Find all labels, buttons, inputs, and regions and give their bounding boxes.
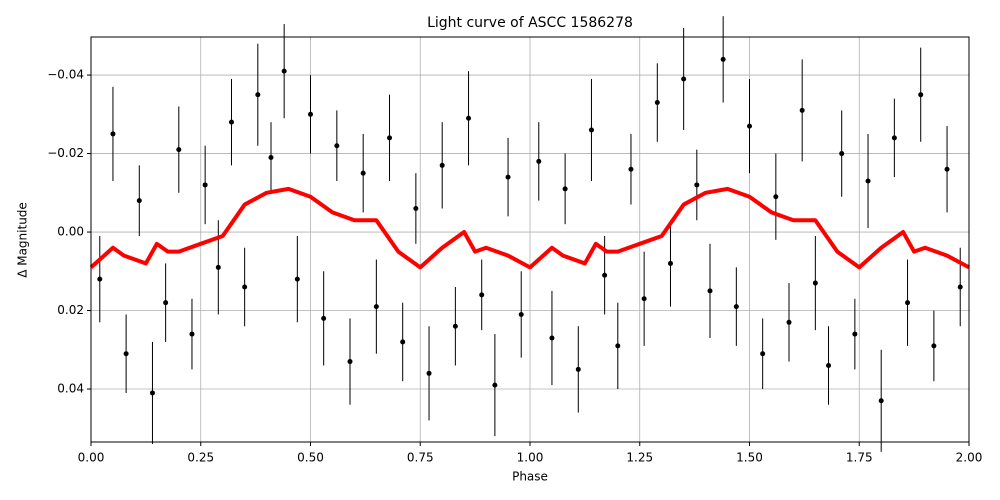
- data-point: [505, 174, 511, 180]
- data-point: [268, 154, 274, 160]
- data-point: [536, 158, 542, 164]
- data-point: [255, 92, 261, 98]
- x-tick-label: 0.75: [407, 451, 434, 465]
- data-point: [360, 170, 366, 176]
- plot-area: [89, 16, 970, 452]
- x-tick-label: 0.50: [297, 451, 324, 465]
- data-point: [773, 194, 779, 200]
- data-point: [136, 198, 142, 204]
- data-point: [588, 127, 594, 133]
- data-point: [176, 147, 182, 153]
- data-point: [149, 390, 155, 396]
- data-point: [720, 56, 726, 62]
- data-point: [294, 276, 300, 282]
- data-point: [733, 304, 739, 310]
- y-tick-label: 0.04: [57, 382, 84, 396]
- data-point: [641, 296, 647, 302]
- data-point: [891, 135, 897, 141]
- data-point: [615, 343, 621, 349]
- data-point: [479, 292, 485, 298]
- data-point: [812, 280, 818, 286]
- data-point: [549, 335, 555, 341]
- data-point: [826, 362, 832, 368]
- data-point: [387, 135, 393, 141]
- data-point: [562, 186, 568, 192]
- x-tick-label: 2.00: [956, 451, 983, 465]
- y-tick-label: 0.02: [57, 303, 84, 317]
- data-point: [707, 288, 713, 294]
- data-point: [492, 382, 498, 388]
- data-point: [905, 300, 911, 306]
- data-point: [852, 331, 858, 337]
- data-point: [667, 260, 673, 266]
- y-tick-label: −0.04: [47, 68, 84, 82]
- x-tick-label: 0.00: [78, 451, 105, 465]
- data-point: [944, 166, 950, 172]
- x-axis-label: Phase: [512, 470, 548, 484]
- y-tick-label: 0.00: [57, 225, 84, 239]
- data-point: [163, 300, 169, 306]
- data-point: [347, 359, 353, 365]
- data-point: [228, 119, 234, 125]
- data-point: [466, 115, 472, 121]
- data-point: [439, 162, 445, 168]
- data-point: [308, 111, 313, 117]
- data-point: [931, 343, 937, 349]
- smoothed-curve: [89, 186, 970, 270]
- data-point: [839, 151, 845, 157]
- data-point: [97, 276, 103, 282]
- x-tick-label: 1.00: [517, 451, 544, 465]
- y-axis-label: Δ Magnitude: [16, 202, 30, 278]
- data-point: [110, 131, 116, 137]
- x-tick-label: 1.50: [736, 451, 763, 465]
- data-point: [518, 311, 524, 317]
- data-point: [575, 366, 581, 372]
- data-point: [215, 264, 221, 270]
- data-point: [334, 143, 340, 149]
- data-point: [865, 178, 871, 184]
- data-point: [242, 284, 248, 290]
- data-point: [281, 68, 287, 74]
- data-point: [628, 166, 634, 172]
- data-point: [694, 182, 700, 188]
- data-point: [747, 123, 752, 129]
- data-point: [413, 205, 419, 211]
- data-point: [957, 284, 963, 290]
- data-point: [878, 398, 884, 404]
- data-point: [918, 92, 924, 98]
- data-point: [123, 351, 129, 357]
- data-point: [602, 272, 608, 278]
- x-tick-label: 0.25: [187, 451, 214, 465]
- data-point: [373, 304, 379, 310]
- data-point: [760, 351, 766, 357]
- chart-title: Light curve of ASCC 1586278: [427, 15, 633, 31]
- data-point: [202, 182, 208, 188]
- data-point: [189, 331, 195, 337]
- data-point: [654, 100, 660, 106]
- data-point: [799, 107, 805, 113]
- data-point: [452, 323, 458, 329]
- data-point: [321, 315, 327, 321]
- data-point: [681, 76, 687, 82]
- x-tick-label: 1.25: [626, 451, 653, 465]
- data-point: [400, 339, 406, 345]
- x-tick-label: 1.75: [846, 451, 873, 465]
- data-point: [786, 319, 792, 325]
- y-tick-label: −0.02: [47, 146, 84, 160]
- data-point: [426, 370, 432, 376]
